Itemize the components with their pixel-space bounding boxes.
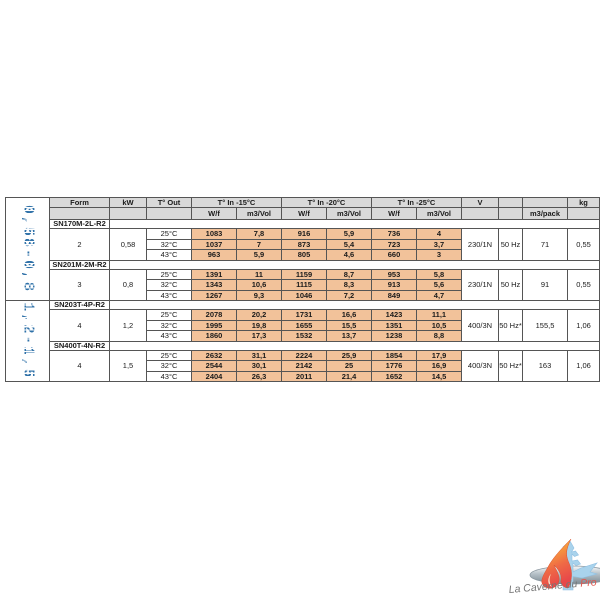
svg-text:La Caverne du Pro: La Caverne du Pro xyxy=(508,576,597,596)
